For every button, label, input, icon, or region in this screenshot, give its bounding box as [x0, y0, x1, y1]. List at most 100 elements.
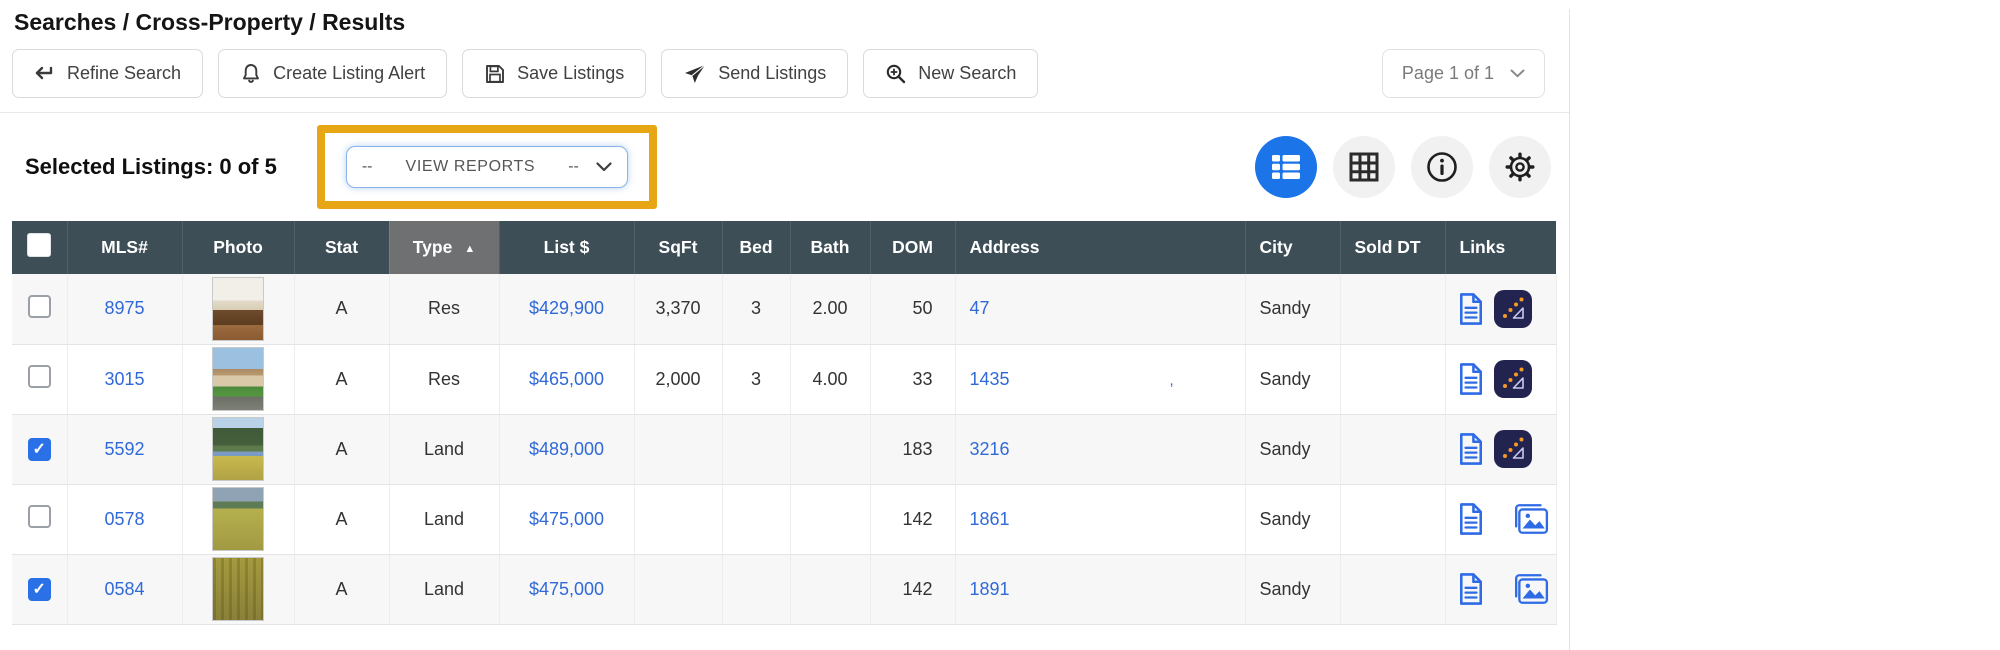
dom-value: 33	[912, 368, 933, 389]
results-table-body: 8975 A Res $429,900 3,370 3 2.00 50 47 Sandy 3015 A…	[12, 274, 1557, 625]
page-select[interactable]: Page 1 of 1	[1381, 49, 1545, 98]
city-value: Sandy	[1259, 298, 1311, 319]
mls-number-link[interactable]: 0578	[104, 508, 145, 529]
listing-photo-field-land[interactable]	[212, 487, 264, 551]
list-price-link[interactable]: $489,000	[528, 438, 605, 459]
column-header-addr[interactable]: Address	[955, 221, 1246, 274]
toolbar-divider	[0, 112, 1569, 113]
dom-value: 183	[902, 438, 933, 459]
column-header-photo[interactable]: Photo	[182, 221, 295, 274]
column-header-mls[interactable]: MLS#	[67, 221, 183, 274]
results-table-header: MLS# Photo Stat Type ▲ List $ SqFt Bed Bath DOM Ad…	[12, 221, 1557, 274]
listing-row-8975: 8975 A Res $429,900 3,370 3 2.00 50 47 Sandy	[12, 274, 1557, 345]
mls-number-link[interactable]: 0584	[104, 578, 145, 599]
listing-row-3015: 3015 A Res $465,000 2,000 3 4.00 33 1435, Sandy	[12, 344, 1557, 415]
dom-value: 50	[912, 298, 933, 319]
column-header-list[interactable]: List $	[499, 221, 635, 274]
row-checkbox[interactable]	[27, 505, 51, 528]
selection-band: Selected Listings: 0 of 5 -- VIEW REPORT…	[0, 113, 1569, 221]
select-all-checkbox[interactable]	[27, 233, 52, 257]
address-link[interactable]: 1435	[969, 368, 1010, 389]
view-reports-dash-right: --	[568, 158, 579, 175]
column-header-type[interactable]: Type ▲	[389, 221, 500, 274]
property-type-value: Land	[423, 578, 465, 599]
bath-value: 2.00	[812, 298, 848, 319]
row-checkbox[interactable]	[27, 365, 51, 388]
address-link[interactable]: 1891	[969, 578, 1010, 599]
sqft-value: 3,370	[655, 298, 701, 319]
column-label: SqFt	[658, 237, 698, 257]
content-area: Searches / Cross-Property / Results Refi…	[0, 9, 1570, 650]
listing-photo-grass-land[interactable]	[212, 557, 264, 621]
view-reports-label: VIEW REPORTS	[405, 158, 536, 175]
list-price-link[interactable]: $465,000	[528, 368, 605, 389]
mls-number-link[interactable]: 8975	[104, 298, 145, 319]
list-price-link[interactable]: $475,000	[528, 508, 605, 529]
grid-view-button[interactable]	[1333, 136, 1395, 198]
new-search-button[interactable]: New Search	[863, 49, 1039, 98]
links-cell	[1446, 430, 1556, 468]
view-reports-select[interactable]: -- VIEW REPORTS --	[345, 146, 628, 188]
mls-number-link[interactable]: 3015	[104, 368, 145, 389]
address-link[interactable]: 1861	[969, 508, 1010, 529]
column-header-stat[interactable]: Stat	[294, 221, 390, 274]
column-header-bed[interactable]: Bed	[722, 221, 791, 274]
bell-icon	[240, 62, 262, 86]
save-listings-button[interactable]: Save Listings	[462, 49, 647, 98]
document-icon[interactable]	[1456, 362, 1486, 396]
photos-icon[interactable]	[1513, 573, 1549, 605]
photos-icon[interactable]	[1513, 503, 1549, 535]
create-listing-alert-label: Create Listing Alert	[273, 63, 426, 83]
new-search-label: New Search	[918, 63, 1017, 83]
property-type-value: Res	[427, 368, 460, 389]
list-view-button[interactable]	[1255, 136, 1317, 198]
column-header-sold[interactable]: Sold DT	[1340, 221, 1446, 274]
info-button[interactable]	[1411, 136, 1473, 198]
create-listing-alert-button[interactable]: Create Listing Alert	[218, 49, 448, 98]
list-price-link[interactable]: $429,900	[528, 298, 605, 319]
column-label: DOM	[892, 237, 933, 257]
map-app-icon[interactable]	[1493, 289, 1532, 328]
send-listings-button[interactable]: Send Listings	[661, 49, 849, 98]
search-plus-icon	[885, 63, 907, 85]
row-checkbox[interactable]: ✓	[27, 437, 51, 461]
map-app-icon[interactable]	[1493, 360, 1532, 398]
address-link[interactable]: 47	[969, 298, 990, 319]
listing-photo-kitchen-interior[interactable]	[212, 276, 264, 341]
row-checkbox[interactable]: ✓	[27, 577, 51, 601]
document-icon[interactable]	[1456, 432, 1486, 466]
property-type-value: Land	[423, 508, 465, 529]
column-label: Bed	[739, 237, 773, 257]
city-value: Sandy	[1259, 438, 1311, 459]
refine-search-button[interactable]: Refine Search	[12, 49, 204, 98]
document-icon[interactable]	[1456, 292, 1486, 326]
document-icon[interactable]	[1456, 572, 1486, 606]
column-header-sqft[interactable]: SqFt	[634, 221, 723, 274]
row-checkbox[interactable]	[27, 294, 51, 318]
column-header-dom[interactable]: DOM	[870, 221, 956, 274]
toolbar: Refine Search Create Listing Alert Save …	[12, 49, 1555, 98]
listing-photo-house-exterior[interactable]	[212, 347, 264, 411]
column-label: Stat	[324, 237, 359, 257]
bed-value: 3	[750, 298, 761, 319]
refine-search-label: Refine Search	[67, 63, 182, 83]
column-header-city[interactable]: City	[1245, 221, 1341, 274]
selected-listings-count: Selected Listings: 0 of 5	[25, 154, 277, 179]
listing-photo-mountain-land[interactable]	[212, 417, 264, 481]
select-all-header[interactable]	[12, 221, 68, 274]
status-value: A	[335, 578, 348, 599]
mls-number-link[interactable]: 5592	[104, 438, 145, 459]
map-app-icon[interactable]	[1493, 430, 1532, 468]
return-arrow-icon	[34, 64, 56, 84]
document-icon[interactable]	[1456, 502, 1486, 536]
floppy-disk-icon	[484, 63, 506, 85]
dom-value: 142	[902, 578, 933, 599]
save-listings-label: Save Listings	[517, 63, 625, 83]
column-label: List $	[543, 237, 590, 257]
address-link[interactable]: 3216	[969, 438, 1010, 459]
settings-button[interactable]	[1489, 136, 1551, 198]
list-price-link[interactable]: $475,000	[528, 578, 605, 599]
list-view-icon	[1271, 154, 1301, 180]
column-header-links[interactable]: Links	[1445, 221, 1557, 274]
column-header-bath[interactable]: Bath	[790, 221, 871, 274]
